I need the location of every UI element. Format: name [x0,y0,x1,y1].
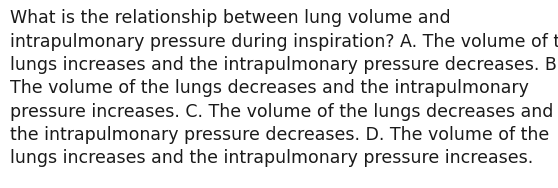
Text: What is the relationship between lung volume and
intrapulmonary pressure during : What is the relationship between lung vo… [10,9,558,167]
